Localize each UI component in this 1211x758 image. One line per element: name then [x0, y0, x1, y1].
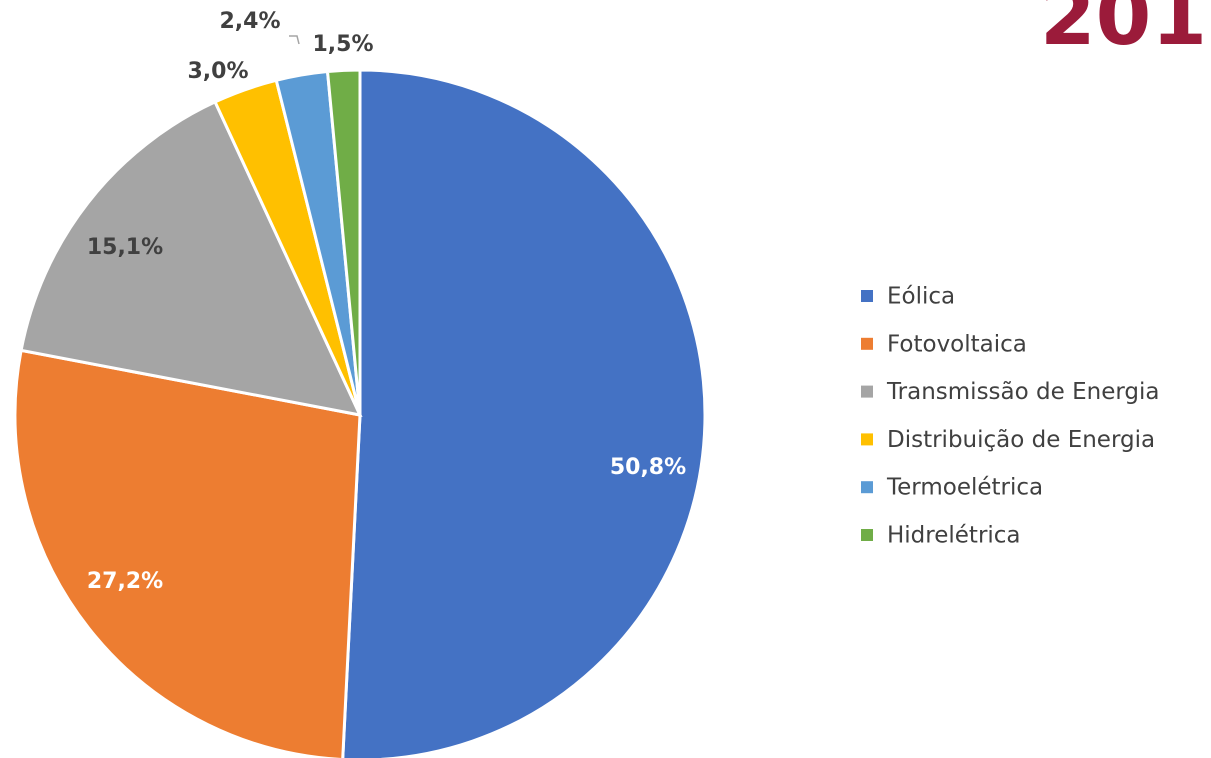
legend-label: Hidrelétrica [887, 523, 1021, 549]
pie-slice [19, 99, 363, 418]
legend-swatch [861, 529, 873, 541]
data-label: 27,2% [87, 569, 163, 594]
data-label: 50,8% [610, 455, 686, 480]
pie-slice [341, 68, 707, 758]
legend-label: Distribuição de Energia [887, 427, 1155, 453]
pie-slice [13, 348, 362, 758]
legend-label: Eólica [887, 284, 955, 310]
data-label: 15,1% [87, 235, 163, 260]
legend-swatch [861, 290, 873, 302]
legend-swatch [861, 481, 873, 494]
data-label: 1,5% [312, 32, 373, 57]
pie-slice [325, 68, 362, 416]
legend-swatch [861, 337, 873, 350]
legend-swatch [861, 433, 873, 446]
legend-label: Fotovoltaica [887, 331, 1027, 357]
legend-label: Transmissão de Energia [886, 379, 1159, 405]
chart-title: 201 [1040, 0, 1207, 63]
leader-line [289, 35, 300, 45]
legend-swatch [861, 385, 873, 398]
data-label: 2,4% [219, 9, 280, 34]
data-label: 3,0% [187, 59, 248, 84]
legend-label: Termoelétrica [886, 475, 1043, 501]
